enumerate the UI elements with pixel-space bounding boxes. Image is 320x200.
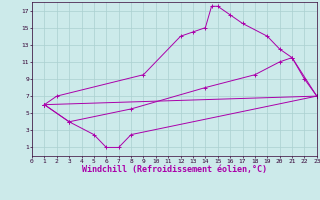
X-axis label: Windchill (Refroidissement éolien,°C): Windchill (Refroidissement éolien,°C) — [82, 165, 267, 174]
